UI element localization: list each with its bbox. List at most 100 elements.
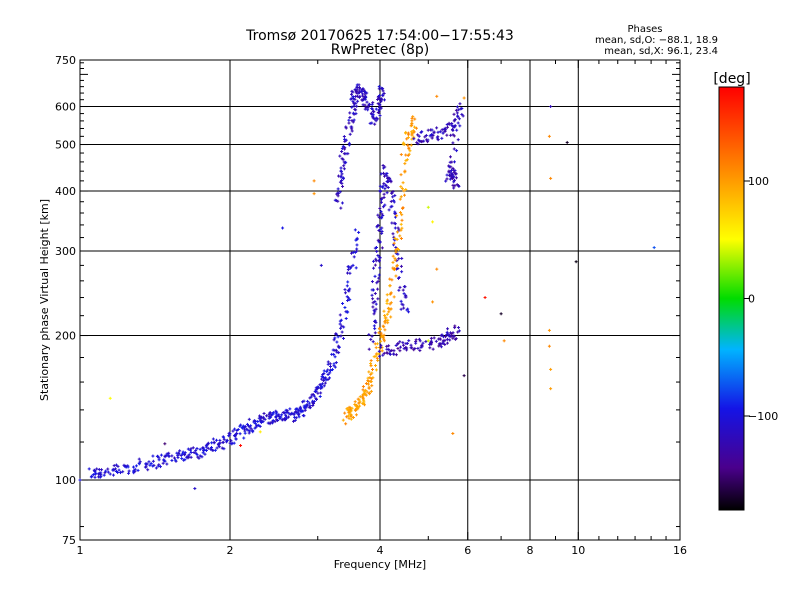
data-point — [280, 418, 284, 422]
data-point — [339, 169, 343, 173]
data-point — [366, 382, 370, 386]
data-point — [341, 177, 345, 181]
data-point — [154, 466, 158, 470]
data-point — [328, 376, 332, 380]
data-point — [443, 338, 447, 342]
data-point — [116, 464, 120, 468]
data-point — [341, 302, 345, 306]
data-point — [186, 447, 190, 451]
data-point — [367, 391, 371, 395]
data-point — [212, 440, 216, 444]
data-point — [417, 337, 421, 341]
data-point — [271, 418, 275, 422]
data-point — [373, 342, 377, 346]
data-point — [298, 406, 302, 410]
data-point — [373, 319, 377, 323]
data-point — [304, 404, 308, 408]
data-point — [412, 125, 416, 129]
data-point — [456, 114, 460, 118]
data-point — [211, 437, 215, 441]
data-point — [424, 340, 428, 344]
data-point — [242, 436, 246, 440]
data-point — [344, 126, 348, 130]
data-point — [354, 266, 358, 270]
data-point — [238, 432, 242, 436]
data-point — [457, 108, 461, 112]
data-point — [499, 312, 503, 316]
data-point — [239, 444, 243, 448]
data-point — [379, 331, 383, 335]
data-point — [348, 132, 352, 136]
data-point — [360, 395, 364, 399]
data-point — [447, 121, 451, 125]
data-point — [261, 420, 265, 424]
data-point — [268, 411, 272, 415]
data-point — [380, 229, 384, 233]
data-point — [322, 369, 326, 373]
data-point — [201, 446, 205, 450]
data-point — [451, 336, 455, 340]
data-point — [396, 252, 400, 256]
data-point — [391, 260, 395, 264]
data-point — [275, 415, 279, 419]
data-point — [377, 273, 381, 277]
stats-o-mode: mean, sd,O: −88.1, 18.9 — [595, 35, 718, 46]
data-point — [431, 300, 435, 304]
data-point — [371, 288, 375, 292]
data-point — [450, 160, 454, 164]
data-point — [214, 438, 218, 442]
data-point — [189, 447, 193, 451]
data-point — [379, 209, 383, 213]
chart-subtitle: RwPretec (8p) — [331, 42, 429, 58]
data-point — [400, 226, 404, 230]
data-point — [347, 411, 351, 415]
data-point — [165, 452, 169, 456]
data-point — [377, 94, 381, 98]
data-point — [345, 310, 349, 314]
data-point — [401, 288, 405, 292]
data-point — [418, 349, 422, 353]
data-point — [547, 344, 551, 348]
data-point — [383, 316, 387, 320]
data-point — [372, 266, 376, 270]
data-point — [104, 469, 108, 473]
data-point — [382, 166, 386, 170]
data-point — [307, 401, 311, 405]
data-point — [457, 117, 461, 121]
data-point — [378, 354, 382, 358]
data-point — [95, 467, 99, 471]
data-point — [403, 285, 407, 289]
data-point — [326, 373, 330, 377]
data-point — [137, 462, 141, 466]
data-point — [351, 250, 355, 254]
data-point — [385, 312, 389, 316]
data-point — [373, 327, 377, 331]
data-point — [346, 271, 350, 275]
data-point — [183, 458, 187, 462]
data-point — [420, 343, 424, 347]
data-point — [574, 260, 578, 264]
data-point — [394, 211, 398, 215]
data-point — [353, 400, 357, 404]
data-point — [189, 455, 193, 459]
data-point — [300, 409, 304, 413]
data-point — [405, 308, 409, 312]
data-point — [127, 471, 131, 475]
data-point — [108, 472, 112, 476]
data-point — [89, 475, 93, 479]
x-tick-label: 1 — [77, 544, 84, 557]
data-point — [392, 295, 396, 299]
data-point — [403, 193, 407, 197]
data-point — [346, 268, 350, 272]
data-point — [382, 333, 386, 337]
data-point — [215, 446, 219, 450]
data-point — [296, 407, 300, 411]
data-point — [387, 208, 391, 212]
data-point — [452, 134, 456, 138]
data-point — [355, 236, 359, 240]
data-point — [354, 90, 358, 94]
data-point — [455, 128, 459, 132]
data-point — [285, 409, 289, 413]
data-point — [452, 186, 456, 190]
data-point — [373, 274, 377, 278]
